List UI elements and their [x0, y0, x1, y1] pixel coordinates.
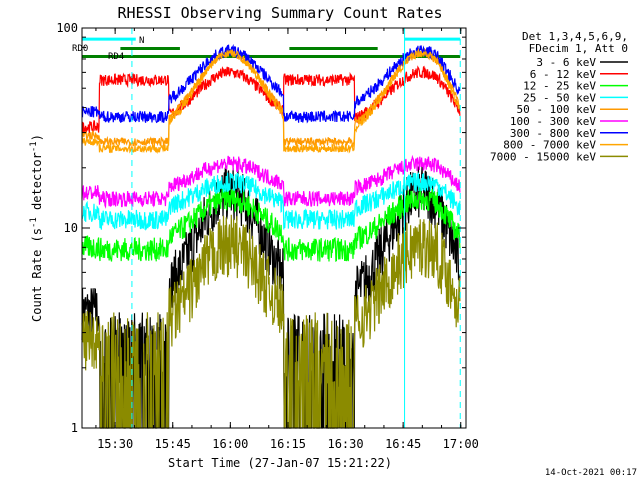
flag-label-rd4: RD4	[108, 52, 124, 62]
x-axis-ticks: 15:30 15:45 16:00 16:15 16:30 16:45 17:00	[95, 28, 479, 451]
y-tick-label-100: 100	[56, 21, 78, 35]
series-line-50-100-kev	[81, 47, 461, 148]
y-axis-label-part1: Count Rate (s	[30, 228, 44, 322]
series-line-7000-15000-kev	[81, 214, 461, 429]
y-axis-label-part2: detector	[30, 152, 44, 217]
series-line-12-25-kev	[81, 187, 461, 263]
series-line-800-7000-kev	[81, 47, 461, 154]
flag-label-n: N	[139, 36, 144, 46]
x-tick-label-1700: 17:00	[443, 437, 479, 451]
legend-label-12-25-kev: 12 - 25 keV	[523, 80, 596, 93]
x-tick-label-1615: 16:15	[270, 437, 306, 451]
y-axis-label-sup1: -1	[29, 217, 39, 228]
x-axis-label: Start Time (27-Jan-07 15:21:22)	[168, 456, 392, 470]
x-tick-label-1530: 15:30	[97, 437, 133, 451]
x-tick-label-1545: 15:45	[155, 437, 191, 451]
y-axis-label: Count Rate (s-1 detector-1)	[29, 134, 44, 322]
x-tick-label-1645: 16:45	[385, 437, 421, 451]
legend-label-50-100-kev: 50 - 100 keV	[517, 103, 597, 116]
legend-label-100-300-kev: 100 - 300 keV	[510, 115, 596, 128]
series-traces	[81, 43, 461, 429]
y-axis-ticks: 1 10 100	[56, 21, 466, 435]
x-tick-label-1600: 16:00	[212, 437, 248, 451]
legend-label-25-50-kev: 25 - 50 keV	[523, 91, 596, 104]
y-axis-label-part3: )	[30, 134, 44, 141]
y-axis-label-sup2: -1	[29, 141, 39, 152]
series-line-100-300-kev	[81, 154, 461, 209]
y-tick-label-10: 10	[64, 221, 78, 235]
chart-title: RHESSI Observing Summary Count Rates	[117, 4, 442, 22]
footer-date: 14-Oct-2021 00:17	[545, 468, 637, 478]
legend-header-line2: FDecim 1, Att 0	[529, 42, 628, 55]
legend-label-3-6-kev: 3 - 6 keV	[536, 56, 596, 69]
y-tick-label-1: 1	[71, 421, 78, 435]
flag-label-rd0: RD0	[72, 44, 88, 54]
legend-label-7000-15000-kev: 7000 - 15000 keV	[490, 150, 596, 163]
flag-bars	[82, 37, 461, 59]
legend-label-800-7000-kev: 800 - 7000 keV	[503, 139, 596, 152]
legend-label-300-800-kev: 300 - 800 keV	[510, 127, 596, 140]
series-line-300-800-kev	[81, 43, 461, 124]
legend-header-line1: Det 1,3,4,5,6,9,	[522, 30, 628, 43]
legend-label-6-12-kev: 6 - 12 keV	[530, 68, 597, 81]
series-line-25-50-kev	[81, 172, 461, 232]
x-tick-label-1630: 16:30	[327, 437, 363, 451]
